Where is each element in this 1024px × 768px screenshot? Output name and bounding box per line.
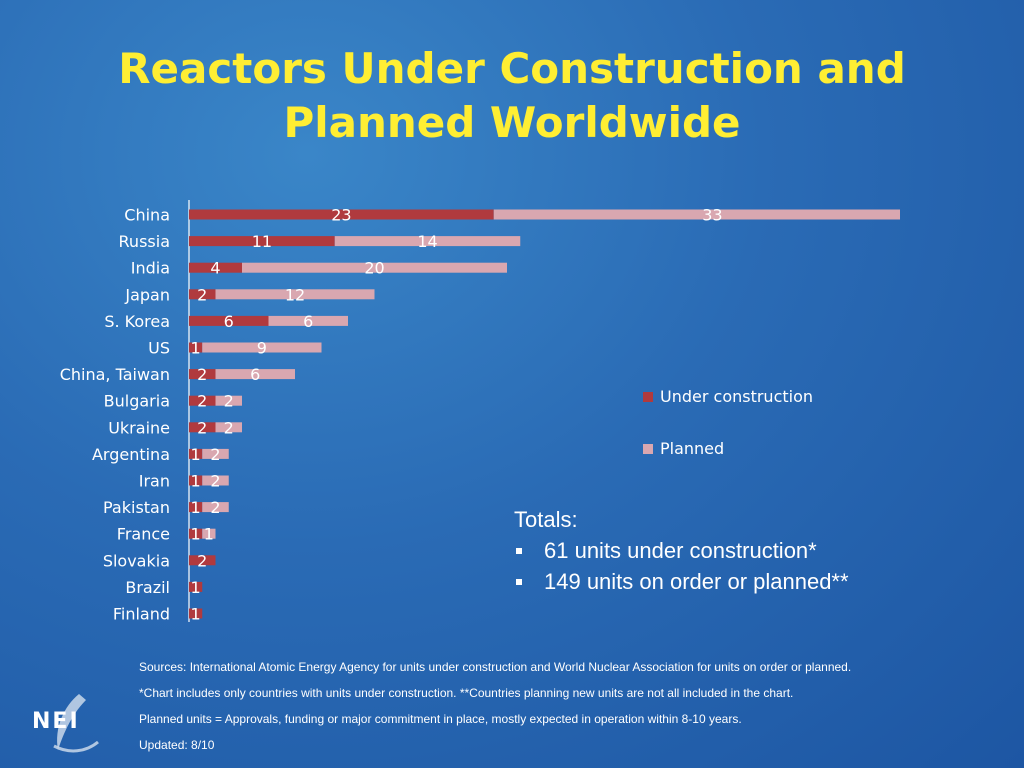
bar-planned [202, 475, 229, 486]
totals-box: Totals: 61 units under construction* 149… [514, 504, 849, 597]
data-label: 2 [224, 392, 234, 411]
bar-planned [202, 528, 216, 539]
data-label: 2 [224, 418, 234, 437]
bar-planned [215, 289, 375, 300]
data-label: 2 [197, 418, 207, 437]
totals-planned: 149 units on order or planned** [544, 569, 849, 594]
legend-swatch [643, 392, 653, 402]
updated-note: Updated: 8/10 [139, 738, 215, 752]
footnotes: Sources: International Atomic Energy Age… [139, 654, 1009, 758]
data-label: 14 [417, 232, 437, 251]
bar-under-construction [189, 555, 216, 566]
data-label: 1 [191, 578, 201, 597]
data-label: 2 [197, 285, 207, 304]
data-label: 1 [191, 525, 201, 544]
bar-planned [202, 448, 229, 459]
data-label: 23 [331, 206, 351, 225]
bar-under-construction [189, 342, 203, 353]
data-label: 2 [210, 472, 220, 491]
bar-planned [242, 262, 507, 273]
data-label: 1 [204, 525, 214, 544]
category-label: Finland [113, 605, 170, 624]
bar-under-construction [189, 608, 203, 619]
totals-item: 149 units on order or planned** [514, 566, 849, 597]
category-label: Iran [139, 472, 170, 491]
category-label: US [148, 339, 170, 358]
data-label: 1 [191, 498, 201, 517]
bar-planned [215, 422, 242, 433]
data-label: 6 [224, 312, 234, 331]
data-label: 1 [191, 472, 201, 491]
title-line-1: Reactors Under Construction and [118, 44, 906, 93]
data-label: 2 [210, 498, 220, 517]
bullet-icon [516, 547, 522, 554]
logo-text: NEI [32, 709, 80, 734]
category-label: Slovakia [103, 551, 170, 570]
data-label: 2 [210, 445, 220, 464]
bar-planned [202, 502, 229, 513]
nei-logo: NEI [32, 694, 99, 753]
totals-item: 61 units under construction* [514, 535, 849, 566]
bar-under-construction [189, 422, 216, 433]
category-label: France [117, 525, 170, 544]
sources-note: Sources: International Atomic Energy Age… [139, 660, 852, 674]
category-label: Russia [119, 232, 170, 251]
legend-label: Under construction [660, 387, 813, 406]
bar-planned [334, 236, 521, 247]
category-label: Pakistan [103, 498, 170, 517]
slide-title: Reactors Under Construction and Planned … [0, 42, 1024, 150]
bar-under-construction [189, 528, 203, 539]
title-line-2: Planned Worldwide [283, 98, 741, 147]
bar-planned [215, 369, 295, 380]
data-label: 6 [303, 312, 313, 331]
data-label: 1 [191, 339, 201, 358]
category-label: China [124, 206, 170, 225]
inclusion-note: *Chart includes only countries with unit… [139, 686, 794, 700]
data-label: 11 [252, 232, 272, 251]
bar-under-construction [189, 209, 494, 220]
category-label: S. Korea [104, 312, 170, 331]
category-label: Ukraine [108, 418, 170, 437]
totals-under-construction: 61 units under construction* [544, 538, 817, 563]
bar-under-construction [189, 475, 203, 486]
data-label: 6 [250, 365, 260, 384]
bar-under-construction [189, 236, 335, 247]
category-label: China, Taiwan [60, 365, 170, 384]
bar-under-construction [189, 502, 203, 513]
bullet-icon [516, 578, 522, 585]
bar-under-construction [189, 262, 242, 273]
category-label: India [131, 259, 170, 278]
category-label: Bulgaria [104, 392, 170, 411]
totals-heading: Totals: [514, 507, 578, 532]
planned-definition-note: Planned units = Approvals, funding or ma… [139, 712, 742, 726]
bar-under-construction [189, 369, 216, 380]
bar-under-construction [189, 395, 216, 406]
bar-planned [215, 395, 242, 406]
data-label: 4 [210, 259, 220, 278]
legend-label: Planned [660, 439, 724, 458]
data-label: 12 [285, 285, 305, 304]
data-label: 20 [364, 259, 384, 278]
bar-under-construction [189, 289, 216, 300]
bar-planned [493, 209, 900, 220]
data-label: 9 [257, 339, 267, 358]
bar-under-construction [189, 448, 203, 459]
bar-under-construction [189, 315, 269, 326]
bar-planned [202, 342, 322, 353]
category-label: Japan [124, 285, 170, 304]
category-label: Argentina [92, 445, 170, 464]
bar-planned [268, 315, 348, 326]
data-label: 2 [197, 551, 207, 570]
data-label: 2 [197, 392, 207, 411]
data-label: 2 [197, 365, 207, 384]
data-label: 33 [702, 206, 722, 225]
category-label: Brazil [125, 578, 170, 597]
legend-swatch [643, 444, 653, 454]
bar-under-construction [189, 581, 203, 592]
data-label: 1 [191, 445, 201, 464]
data-label: 1 [191, 605, 201, 624]
